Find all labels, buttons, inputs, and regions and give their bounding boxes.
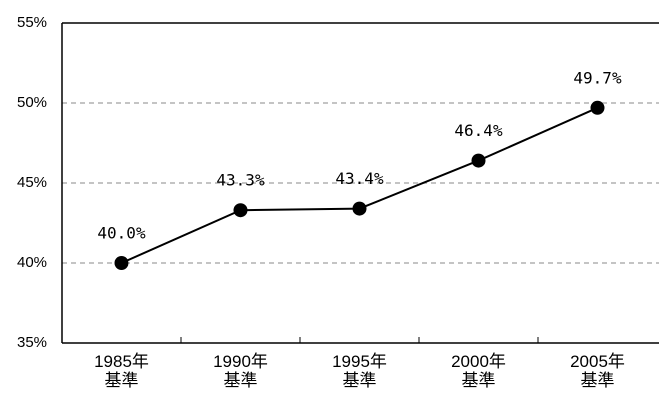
point bbox=[352, 201, 367, 216]
y-tick-label: 55% bbox=[17, 14, 47, 31]
x-tick-label: 2000年 基準 bbox=[451, 352, 506, 390]
x-tick-label: 2005年 基準 bbox=[570, 352, 625, 390]
x-tick-label: 1995年 基準 bbox=[332, 352, 387, 390]
x-tick-label: 1985年 基準 bbox=[94, 352, 149, 390]
point bbox=[114, 256, 129, 270]
data-label: 43.3% bbox=[216, 171, 265, 190]
data-label: 49.7% bbox=[573, 68, 622, 87]
x-tick-label: 1990年 基準 bbox=[213, 352, 268, 390]
data-label: 43.4% bbox=[335, 169, 384, 188]
data-label: 40.0% bbox=[97, 224, 146, 243]
data-label: 46.4% bbox=[454, 121, 503, 140]
point bbox=[590, 100, 605, 115]
y-tick-label: 50% bbox=[17, 94, 47, 111]
point bbox=[233, 203, 248, 218]
y-tick-label: 35% bbox=[17, 334, 47, 351]
y-tick-label: 45% bbox=[17, 174, 47, 191]
point bbox=[471, 153, 486, 168]
y-tick-label: 40% bbox=[17, 254, 47, 271]
